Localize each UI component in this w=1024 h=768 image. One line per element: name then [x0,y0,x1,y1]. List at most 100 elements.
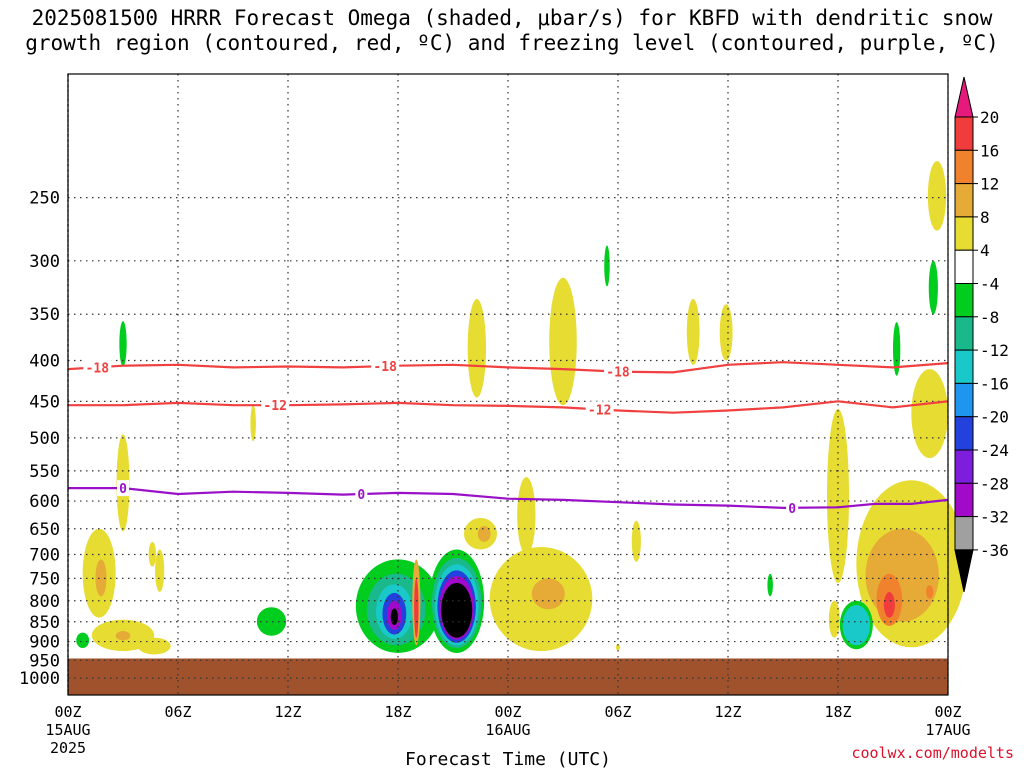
x-tick-label: 18Z [384,703,411,721]
x-tick-date-label: 16AUG [485,721,530,739]
colorbar-label: 16 [980,141,999,160]
omega-region [767,573,773,597]
omega-region [155,549,165,592]
omega-region [467,299,487,398]
colorbar-top-triangle [954,76,974,118]
y-tick-label: 800 [29,592,60,612]
y-tick-label: 650 [29,520,60,540]
x-tick-year-label: 2025 [50,739,86,757]
x-tick-label: 00Z [54,703,81,721]
omega-region [477,526,491,542]
credit-text: coolwx.com/modelts [851,744,1014,762]
contour-label-bg [83,359,112,376]
contour-label: 0 [788,502,796,517]
y-tick-label: 750 [29,569,60,589]
x-tick-label: 00Z [494,703,521,721]
colorbar-label: -12 [980,341,1009,360]
colorbar-swatch [954,149,974,185]
colorbar: 20 16 12 8 4 -4 -8 -12 -16 -20 -24 -28 -32 -36 [954,76,1009,593]
x-tick-label: 06Z [164,703,191,721]
colorbar-swatch [954,249,974,284]
colorbar-swatch [954,216,974,251]
colorbar-swatch [954,516,974,551]
omega-region [719,304,733,361]
contour-label-bg [117,480,129,497]
colorbar-swatch [954,349,974,384]
colorbar-label: -20 [980,408,1009,427]
contour-label: 0 [119,482,127,497]
colorbar-swatch [954,482,974,518]
omega-region [390,608,399,626]
omega-shading-layer [76,161,967,655]
x-tick-label: 00Z [934,703,961,721]
colorbar-bottom-triangle [954,549,974,593]
colorbar-label: 4 [980,241,990,260]
x-tick-label: 18Z [824,703,851,721]
omega-region [531,578,565,610]
title-line-1: 2025081500 HRRR Forecast Omega (shaded, … [31,6,993,30]
omega-region [893,322,901,376]
contour-line--12 [68,400,949,414]
y-tick-label: 400 [29,352,60,372]
y-tick-label: 250 [29,189,60,209]
colorbar-label: 12 [980,175,999,194]
contour-label: -18 [86,361,110,376]
contour-label-bg [371,358,400,375]
omega-region [865,528,939,622]
omega-region [928,260,938,315]
omega-region [615,644,621,651]
omega-region [517,477,536,555]
contour-label-bg [585,401,614,418]
omega-region [926,585,934,599]
omega-region [414,578,419,638]
x-tick-label: 06Z [604,703,631,721]
omega-region [256,607,287,636]
colorbar-label: -32 [980,508,1009,527]
colorbar-label: -8 [980,308,999,327]
omega-region [911,369,949,459]
omega-region [927,161,947,231]
axes-layer: 2503003504004505005506006507007508008509… [19,73,971,757]
chart-title: 2025081500 HRRR Forecast Omega (shaded, … [0,6,1024,56]
y-tick-label: 950 [29,651,60,671]
colorbar-swatch [954,316,974,351]
contour-label: -12 [588,403,611,418]
contour-line-0 [68,487,949,510]
omega-region [883,591,895,618]
x-axis-label: Forecast Time (UTC) [405,749,611,768]
below-ground-area [68,658,948,695]
x-tick-date-label: 17AUG [925,721,970,739]
omega-region [686,299,700,365]
y-tick-label: 350 [29,305,60,325]
y-tick-label: 1000 [19,669,60,689]
colorbar-label: -36 [980,541,1009,560]
omega-region [119,321,127,367]
y-tick-label: 900 [29,633,60,653]
colorbar-label: -4 [980,275,999,294]
y-tick-label: 450 [29,392,60,412]
omega-region [842,605,871,646]
colorbar-swatch [954,116,974,151]
colorbar-swatch [954,449,974,484]
contour-layer: -18 -18 -18 -12 -12 0 0 0 [67,358,949,517]
omega-region [76,632,90,649]
x-tick-label: 12Z [274,703,301,721]
colorbar-swatch [954,183,974,218]
y-tick-label: 500 [29,429,60,449]
omega-region [631,520,641,562]
omega-region [604,245,610,287]
omega-region [549,277,577,406]
omega-region [115,631,131,641]
omega-region [95,559,107,597]
colorbar-label: 8 [980,208,990,227]
colorbar-swatch [954,416,974,451]
omega-region [137,637,171,655]
contour-label-bg [786,499,799,516]
contour-label-bg [355,486,368,503]
omega-region [250,405,256,442]
colorbar-swatch [954,382,974,418]
contour-line--18 [67,361,949,374]
omega-region [441,582,473,638]
contour-label-bg [604,363,632,380]
